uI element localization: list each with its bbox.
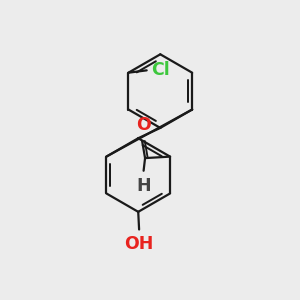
Text: Cl: Cl [151, 61, 170, 80]
Text: OH: OH [124, 236, 154, 253]
Text: O: O [136, 116, 151, 134]
Text: H: H [136, 177, 151, 195]
